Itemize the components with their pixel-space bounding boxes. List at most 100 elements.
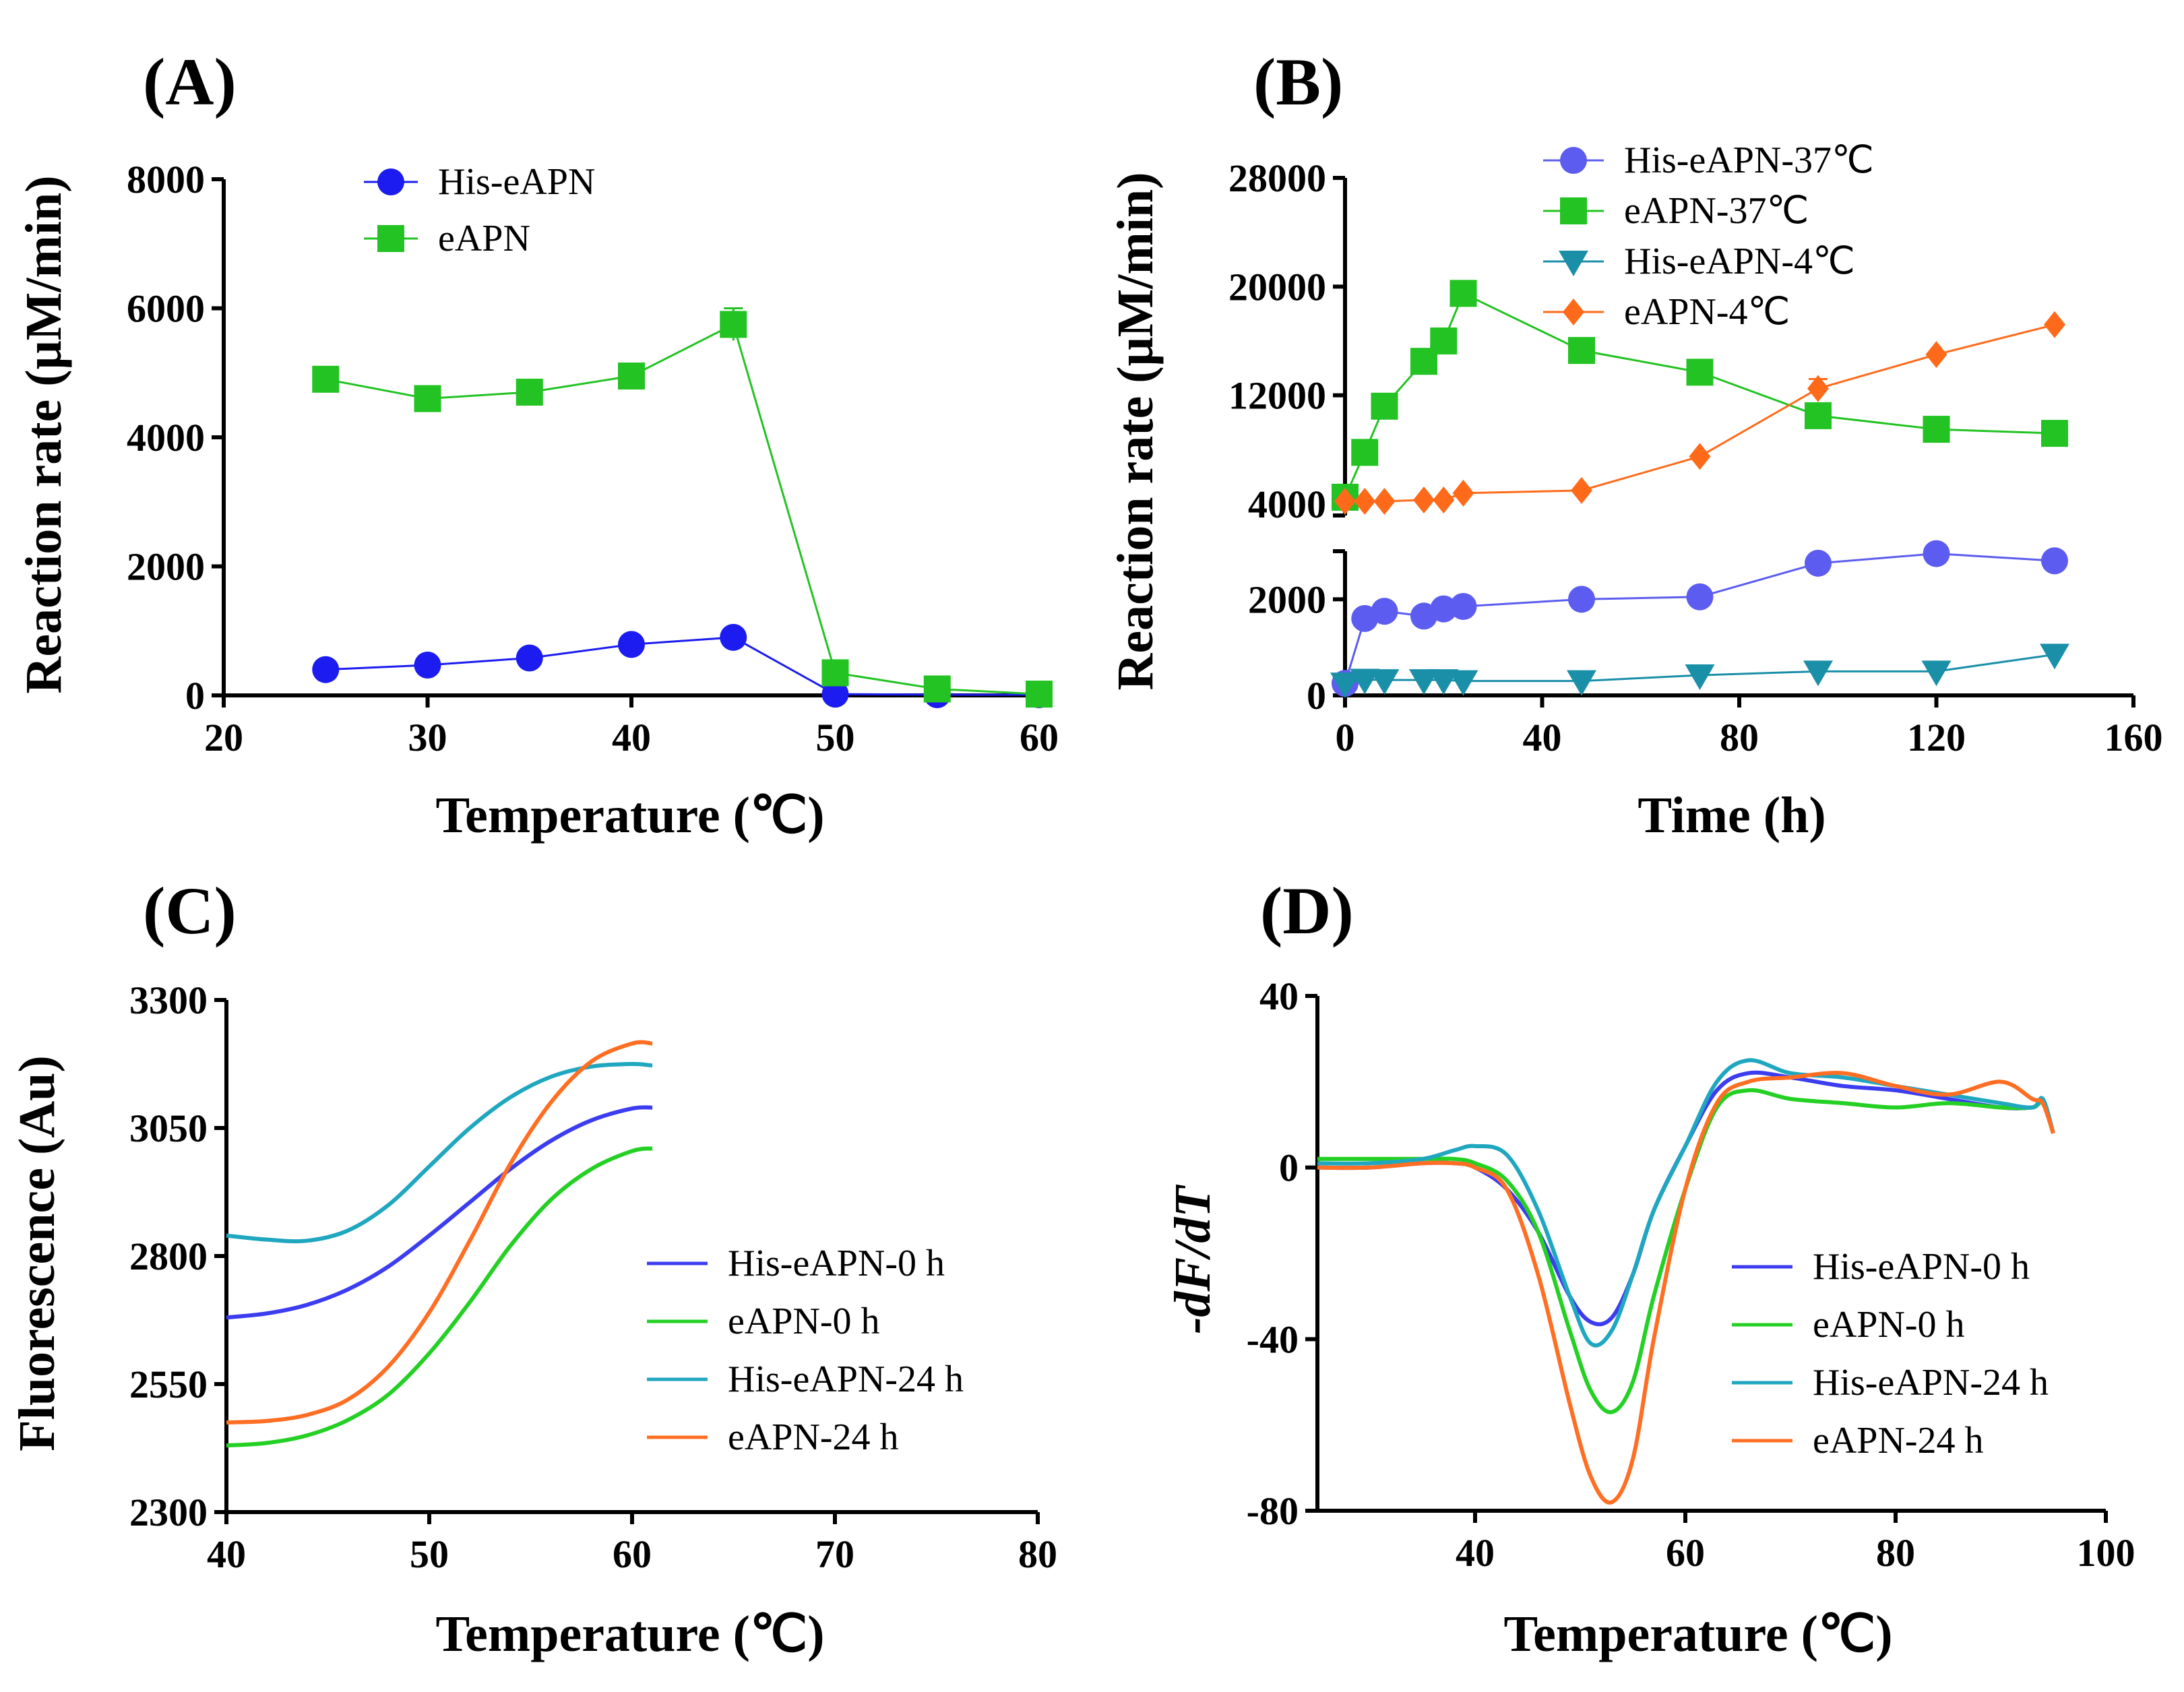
panel-b-x-tick-label: 120 (1907, 716, 1966, 759)
panel-c-series-curve (226, 1061, 653, 1244)
panel-b-data-point (1567, 670, 1596, 696)
panel-c-x-tick-label: 50 (410, 1532, 449, 1576)
panel-b-data-point (1921, 660, 1952, 687)
panel-c-x-tick-label: 40 (207, 1532, 246, 1576)
panel-b-data-point (2041, 420, 2068, 447)
panel-b-data-point (1571, 476, 1592, 504)
panel-a-series-line (325, 636, 1039, 696)
panel-b-data-point (1350, 668, 1380, 695)
panel-d-label: (D) (1260, 873, 1354, 948)
panel-d-y-axis-title: -dF/dT (1164, 1185, 1221, 1334)
panel-a-x-tick-label: 40 (612, 716, 651, 759)
panel-b-data-point (1685, 664, 1715, 691)
panel-a-x-tick-label: 30 (408, 716, 447, 759)
panel-a-data-point (821, 681, 849, 708)
panel-a-data-point (821, 659, 849, 687)
panel-c-plot: 40 50 60 70 80 2300 2550 2800 3050 3300 His-eAPN-0… (129, 978, 1057, 1576)
panel-d-y-tick-label: -80 (1247, 1489, 1299, 1533)
panel-c-y-tick-label: 2550 (129, 1362, 208, 1406)
panel-b-data-point (1803, 660, 1833, 687)
legend-label: His-eAPN (438, 161, 595, 203)
panel-b-data-point (1925, 341, 1947, 369)
panel-b-data-point (1449, 280, 1477, 307)
panel-b-data-point (1430, 595, 1458, 623)
legend-label: eAPN-24 h (1813, 1420, 1984, 1462)
panel-b-y-tick-label: 12000 (1228, 374, 1326, 418)
panel-d-plot: 40 60 80 100 -80 -40 0 40 His-eAPN-0 h eAPN-0 h Hi… (1247, 974, 2135, 1575)
panel-b-data-point (1373, 487, 1396, 515)
panel-b-data-point (1923, 416, 1950, 443)
panel-c: (C) Temperature (℃) Fluorescence (Au) 40… (9, 873, 1057, 1662)
legend-marker (1560, 147, 1587, 174)
panel-b-y-tick-label: 28000 (1228, 156, 1326, 200)
panel-d-x-tick-label: 80 (1876, 1531, 1915, 1575)
panel-a: (A) Temperature (℃) Reaction rate (μM/mi… (15, 44, 1059, 844)
panel-b-y-tick-label: 4000 (1248, 482, 1326, 526)
panel-c-x-tick-label: 60 (613, 1532, 652, 1576)
legend-marker (377, 225, 404, 252)
panel-a-data-point (312, 656, 340, 683)
panel-a-data-point (414, 385, 441, 412)
panel-a-y-tick-label: 6000 (127, 287, 205, 331)
panel-a-x-tick-label: 20 (204, 716, 243, 759)
panel-b-data-point (2041, 547, 2068, 575)
panel-b-data-point (1568, 337, 1595, 365)
legend-label: His-eAPN-0 h (728, 1243, 945, 1284)
panel-b-data-point (2044, 311, 2065, 338)
legend-label: eAPN (438, 218, 530, 259)
panel-c-x-axis-title: Temperature (℃) (435, 1606, 824, 1662)
panel-b: (B) Time (h) Reaction rate (μM/min) 0 40 8… (1107, 44, 2163, 844)
panel-d-y-tick-label: -40 (1247, 1317, 1299, 1361)
panel-d-series-curve (1317, 1071, 2055, 1505)
panel-b-data-point (1686, 583, 1714, 610)
panel-b-data-point (1330, 672, 1360, 699)
panel-a-y-tick-label: 8000 (127, 158, 205, 201)
panel-a-y-tick-label: 4000 (127, 416, 205, 460)
panel-b-data-point (1351, 439, 1379, 466)
panel-a-data-point (618, 363, 645, 390)
panel-a-data-point (720, 623, 747, 651)
legend-label: eAPN-4℃ (1624, 291, 1790, 333)
panel-b-data-point (2040, 644, 2069, 670)
panel-b-data-point (1409, 669, 1439, 695)
panel-a-y-tick-label: 2000 (127, 545, 205, 589)
panel-d-x-tick-label: 60 (1666, 1531, 1705, 1575)
panel-b-x-tick-label: 40 (1523, 716, 1562, 759)
panel-b-data-point (1805, 402, 1832, 429)
panel-b-data-point (1686, 358, 1714, 386)
legend-label: eAPN-0 h (728, 1301, 880, 1342)
legend-label: His-eAPN-24 h (1813, 1362, 2049, 1404)
panel-b-data-point (1448, 670, 1478, 696)
panel-c-y-axis-title: Fluorescence (Au) (9, 1055, 65, 1451)
panel-b-data-point (1430, 327, 1458, 354)
panel-b-data-point (1568, 586, 1595, 613)
panel-b-data-point (1452, 479, 1474, 507)
panel-b-data-point (1371, 598, 1398, 625)
panel-a-y-tick-label: 0 (185, 674, 205, 718)
panel-a-data-point (414, 651, 441, 679)
legend-label: eAPN-24 h (728, 1416, 899, 1458)
panel-d: (D) Temperature (℃) -dF/dT 40 60 80 100 -80 -… (1164, 873, 2135, 1662)
panel-b-data-point (1923, 540, 1950, 567)
panel-b-data-point (1334, 487, 1356, 515)
panel-a-plot: 20 30 40 50 60 0 2000 4000 6000 8000 His-eAPN eAPN (127, 158, 1059, 759)
panel-b-y-tick-label: 20000 (1228, 265, 1326, 309)
panel-a-x-axis-title: Temperature (℃) (435, 787, 824, 844)
panel-d-y-tick-label: 0 (1279, 1146, 1299, 1190)
panel-b-plot: 0 40 80 120 160 0 2000 4000 12000 20000 28000 His-e… (1228, 139, 2163, 759)
legend-label: eAPN-37℃ (1624, 190, 1809, 232)
panel-a-label: (A) (143, 44, 237, 119)
legend-label: His-eAPN-24 h (728, 1358, 964, 1400)
panel-a-x-tick-label: 50 (816, 716, 855, 759)
panel-d-series-curve (1317, 1088, 2055, 1414)
panel-a-data-point (720, 311, 747, 338)
panel-d-x-tick-label: 40 (1456, 1531, 1495, 1575)
panel-c-series-curve (226, 1105, 653, 1320)
panel-b-data-point (1449, 593, 1477, 621)
legend-label: His-eAPN-37℃ (1624, 139, 1874, 181)
panel-d-y-tick-label: 40 (1259, 974, 1299, 1018)
panel-c-x-tick-label: 80 (1018, 1532, 1057, 1576)
panel-b-data-point (1369, 669, 1400, 695)
legend-marker (377, 168, 404, 195)
panel-b-y-tick-label: 2000 (1248, 577, 1326, 621)
